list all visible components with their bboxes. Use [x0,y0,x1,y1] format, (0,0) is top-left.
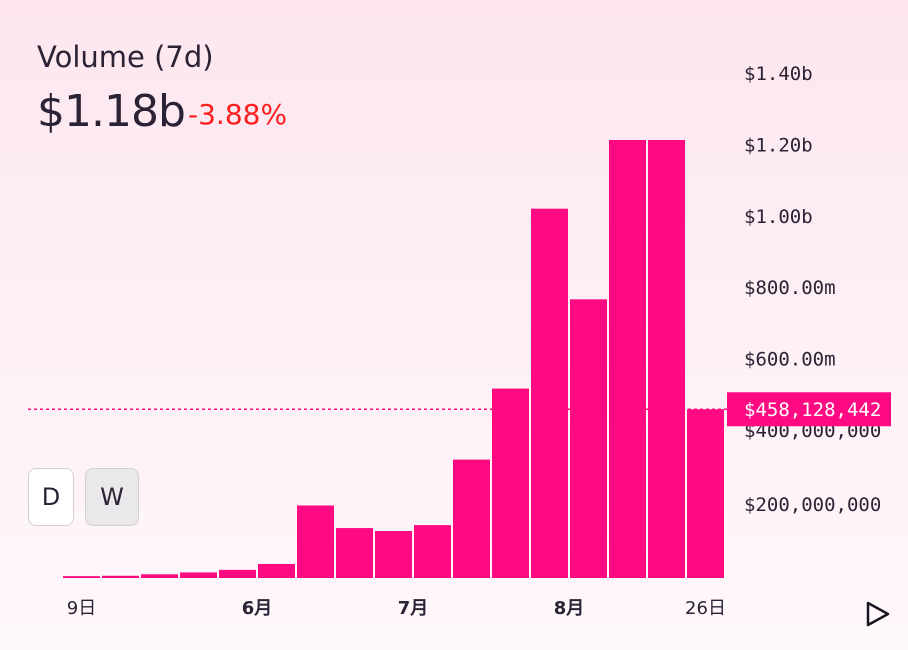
bar-8[interactable] [375,531,412,578]
x-tick-label-1: 6月 [242,598,273,619]
bar-2[interactable] [141,574,178,578]
y-tick-label-2: $600.00m [744,349,836,371]
y-tick-label-5: $1.20b [744,134,813,156]
x-tick-label-2: 7月 [398,598,429,619]
bar-0[interactable] [63,576,100,578]
x-axis-ticks: 9日 6月 7月 8月 26日 [67,598,726,619]
bar-10[interactable] [453,459,490,578]
y-tick-label-6: $1.40b [744,63,813,85]
bar-9[interactable] [414,525,451,578]
x-tick-label-3: 8月 [554,598,585,619]
y-axis-ticks: $200,000,000$400,000,000$600.00m$800.00m… [744,63,881,516]
panel-title: Volume (7d) [37,40,214,74]
x-tick-label-0: 9日 [67,598,96,619]
bar-15[interactable] [648,140,685,578]
y-tick-label-4: $1.00b [744,206,813,228]
hover-indicator: $458,128,442 [28,392,891,427]
bar-6[interactable] [297,505,334,578]
volume-value: $1.18b [37,86,186,137]
hover-value-badge [727,392,891,427]
y-tick-label-0: $200,000,000 [744,494,881,516]
y-tick-label-3: $800.00m [744,277,836,299]
volume-change-percent: -3.88% [188,98,288,131]
bar-16[interactable] [687,409,724,578]
timeframe-day-button[interactable]: D [28,468,74,526]
hover-value-label: $458,128,442 [744,399,881,421]
bar-3[interactable] [180,572,217,578]
bars-group [63,140,724,578]
play-icon[interactable] [864,600,892,628]
bar-1[interactable] [102,575,139,578]
bar-13[interactable] [570,299,607,578]
bar-7[interactable] [336,528,373,578]
bar-12[interactable] [531,208,568,578]
bar-11[interactable] [492,388,529,578]
bar-14[interactable] [609,140,646,578]
bar-4[interactable] [219,569,256,578]
bar-5[interactable] [258,563,295,578]
timeframe-week-button[interactable]: W [85,468,139,526]
x-tick-label-4: 26日 [685,598,726,619]
